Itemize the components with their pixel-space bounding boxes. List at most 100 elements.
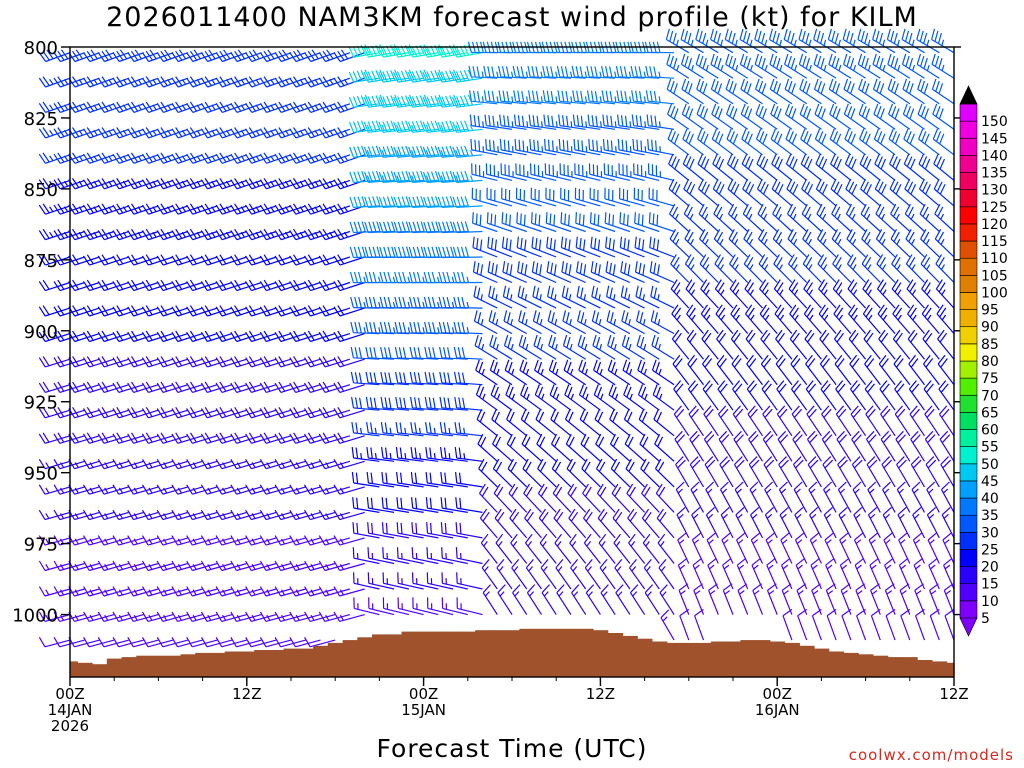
x-tick-label: 00Z [409,685,438,703]
wind-barb [758,254,778,283]
wind-barb [762,405,778,437]
wind-barb [477,433,498,462]
wind-barb [873,103,896,130]
wind-barb [523,483,542,513]
terrain-step [136,655,152,677]
y-tick-label: 925 [24,393,58,414]
wind-barb [918,178,940,207]
wind-barb [381,497,409,513]
wind-barb [624,433,645,462]
wind-barb [441,597,468,616]
terrain-step [769,641,786,677]
wind-barb [853,532,867,564]
wind-barb [730,329,749,360]
terrain-step [180,654,196,677]
wind-barb [588,138,616,156]
wind-barb [392,69,424,83]
wind-barb [601,65,630,79]
wind-barb [333,381,365,393]
terrain-step [416,631,432,677]
wind-barb [456,597,483,616]
wind-barb [438,321,468,335]
y-axis: 800 825 850 875 900 925 950 975 1000 [12,38,961,627]
wind-barb [673,380,690,411]
wind-barb [495,533,513,564]
wind-barb [823,481,837,513]
wind-barb [524,508,542,539]
wind-barb [423,246,454,259]
colorbar-label: 95 [981,303,999,319]
wind-barb [585,584,601,615]
wind-barb [759,279,778,309]
wind-barb [868,532,881,564]
colorbar-label: 75 [981,371,999,387]
wind-barb [509,508,528,539]
wind-barb [395,396,424,411]
wind-barb [641,508,660,539]
colorbar-label: 80 [981,354,999,370]
wind-barb [744,279,763,309]
colorbar-label: 25 [981,543,999,559]
wind-barb [703,405,719,437]
wind-barb [381,447,409,462]
wind-barb [917,78,940,105]
wind-barb [725,53,749,79]
wind-barb [574,163,601,181]
wind-barb [820,380,837,411]
wind-barb [799,78,822,105]
wind-barb [718,405,734,437]
chart-title: 2026011400 NAM3KM forecast wind profile … [106,2,918,33]
colorbar-swatch [959,189,978,208]
wind-barb [742,178,763,207]
wind-barb [616,90,645,105]
wind-barb [497,65,527,79]
terrain-step [445,631,461,677]
wind-barb [905,254,925,283]
wind-barb [437,69,468,83]
wind-barb [381,522,410,539]
wind-barb [843,53,866,79]
wind-barb [882,481,896,513]
terrain-step [401,631,417,677]
wind-barb [745,329,763,360]
wind-barb [454,422,483,437]
credit-link[interactable]: coolwx.com/models [848,746,1014,764]
wind-barb [761,380,778,411]
wind-barb [798,53,822,79]
wind-barb [822,456,837,488]
wind-barb [512,65,542,79]
wind-barb [687,380,704,411]
wind-barb [903,128,925,156]
wind-barb [605,236,631,258]
wind-barb [745,304,763,334]
wind-barb [891,254,911,283]
wind-barb [555,559,572,590]
terrain-step [77,662,93,677]
terrain-step [622,635,638,677]
wind-barb [749,481,764,513]
colorbar-label: 55 [981,440,999,456]
wind-barb [409,296,439,309]
wind-barb [632,138,660,156]
wind-barb [577,334,601,360]
wind-barb [642,533,660,564]
wind-barb [647,138,675,156]
wind-barb [394,346,424,360]
wind-barb [649,261,675,284]
wind-barb [452,246,483,259]
colorbar-swatch [959,172,978,190]
wind-barb [526,584,543,615]
wind-barb [409,371,439,386]
terrain-step [313,645,329,677]
wind-barb [532,310,557,335]
colorbar-label: 30 [981,525,999,541]
wind-barb [859,153,881,181]
wind-barb [748,456,764,488]
wind-barb [453,346,483,360]
wind-barb [560,187,586,207]
colorbar-swatch [959,309,978,328]
wind-barb [929,608,940,641]
colorbar-swatch [959,600,978,619]
wind-barb [615,584,631,615]
